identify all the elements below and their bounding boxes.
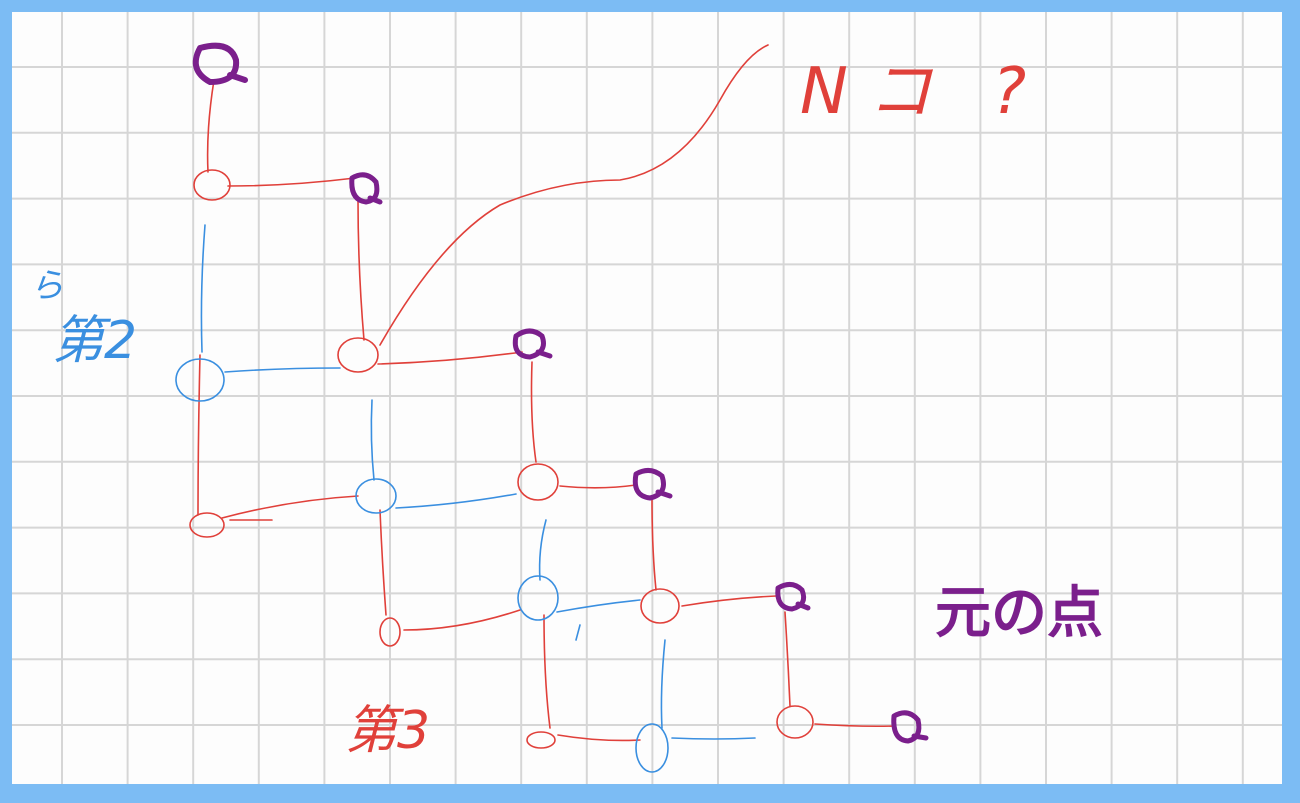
purple-point [632, 468, 673, 501]
blue-node [355, 478, 397, 514]
red-edge [814, 723, 896, 728]
second-label: 第2 [52, 311, 138, 371]
purple-point [891, 710, 929, 744]
red-edge [227, 177, 356, 187]
red-edge [197, 354, 201, 516]
red-nodes [189, 169, 814, 749]
red-edge [681, 595, 777, 607]
blue-edge [538, 519, 547, 581]
red-edge [403, 609, 521, 631]
blue-edge [200, 224, 206, 353]
blue-edge [370, 399, 375, 481]
red-edge [379, 509, 387, 616]
red-edge [784, 611, 791, 707]
blue-edge [395, 493, 517, 509]
origin-points-label: 元の点 [935, 581, 1103, 646]
purple-points [192, 42, 929, 744]
red-edge [206, 79, 215, 173]
blue-edge [660, 639, 666, 729]
red-edge [557, 734, 641, 742]
red-node [526, 731, 556, 749]
red-node [337, 337, 379, 373]
purple-point [349, 172, 383, 205]
blue-node [517, 575, 559, 621]
red-edge [530, 361, 537, 463]
third-label: 第3 [345, 701, 431, 761]
n-curve [379, 44, 769, 346]
count-question-label: Nコ ? [800, 55, 1047, 129]
red-edge [357, 199, 365, 341]
red-node [640, 588, 680, 624]
red-edge [651, 499, 657, 591]
blue-node [175, 358, 225, 402]
purple-point [775, 582, 811, 612]
blue-edge [575, 624, 581, 641]
purple-point [192, 42, 248, 86]
blue-edges [200, 224, 756, 740]
blue-edge [556, 599, 641, 613]
red-node [517, 463, 559, 501]
red-edge [377, 351, 523, 365]
grid-paper-canvas[interactable] [12, 12, 1282, 784]
purple-point [512, 328, 553, 360]
red-node [189, 512, 225, 538]
red-edge [221, 495, 359, 519]
second-mark-label: ら [30, 266, 64, 306]
blue-node [635, 723, 669, 773]
red-edge [559, 484, 637, 489]
red-node [776, 705, 814, 739]
red-edges [197, 44, 896, 742]
grid-lines [12, 12, 1282, 784]
red-node [193, 169, 231, 201]
red-edge [543, 614, 551, 729]
red-node [379, 617, 401, 647]
blue-edge [224, 367, 341, 373]
blue-edge [671, 737, 756, 740]
blue-nodes [175, 358, 669, 773]
